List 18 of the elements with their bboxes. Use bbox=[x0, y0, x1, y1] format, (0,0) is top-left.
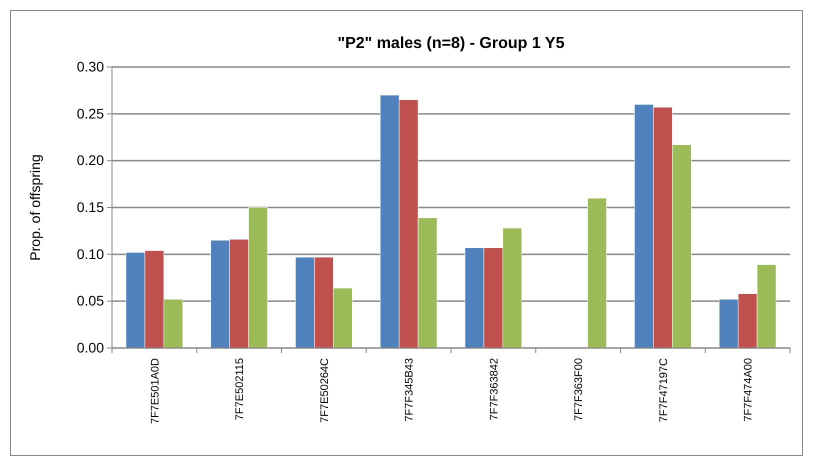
x-tick-label: 7F7F363F00 bbox=[573, 358, 586, 421]
x-tick-label: 7F7F474A00 bbox=[742, 358, 755, 422]
bar bbox=[587, 198, 607, 348]
y-tick-label: 0.30 bbox=[76, 58, 104, 74]
x-tick-label: 7F7F47197C bbox=[658, 358, 670, 422]
x-tick-label: 7F7F363842 bbox=[488, 358, 500, 420]
x-tick-label: 7F7F345B43 bbox=[404, 358, 416, 422]
chart-title: "P2" males (n=8) - Group 1 Y5 bbox=[338, 35, 565, 52]
x-tick-label: 7F7E50264C bbox=[318, 358, 331, 423]
y-tick-label: 0.05 bbox=[76, 292, 104, 309]
y-tick-label: 0.10 bbox=[76, 246, 104, 262]
y-tick-label: 0.00 bbox=[76, 339, 104, 356]
x-tick-label: 7F7E501A0D bbox=[149, 358, 162, 424]
x-tick-label: 7F7E502115 bbox=[234, 358, 246, 420]
y-tick-label: 0.20 bbox=[76, 152, 104, 168]
y-tick-label: 0.15 bbox=[76, 198, 104, 215]
y-axis-title: Prop. of offspring bbox=[27, 154, 43, 261]
y-tick-label: 0.25 bbox=[76, 105, 104, 122]
